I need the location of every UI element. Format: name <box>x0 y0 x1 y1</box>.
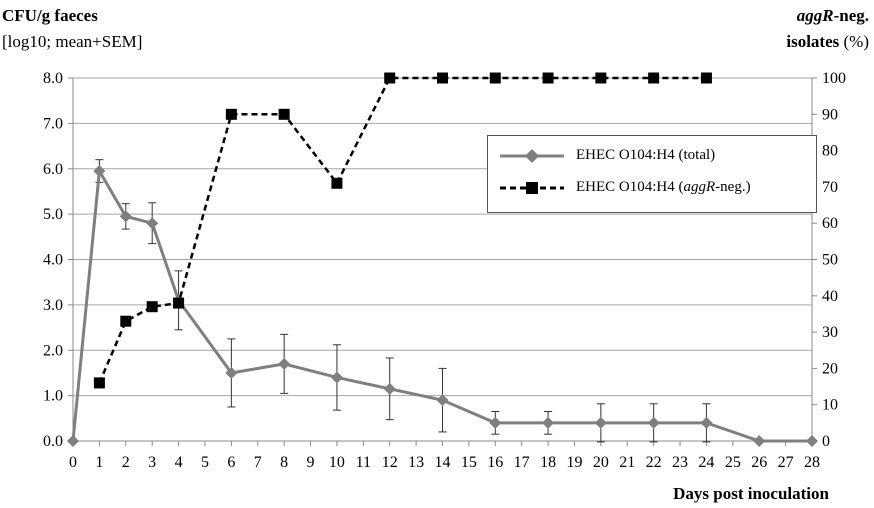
data-point-diamond <box>225 366 238 379</box>
left-y-ticks: 0.0 1.0 2.0 3.0 4.0 5.0 6.0 7.0 8.0 <box>43 70 73 450</box>
x-tick-label: 28 <box>804 454 820 471</box>
right-axis-subtitle: isolates (%) <box>786 32 869 51</box>
data-point-square <box>542 72 554 84</box>
right-y-ticks: 0 10 20 30 40 50 60 70 80 90 100 <box>812 70 846 450</box>
x-tick-label: 22 <box>646 454 662 471</box>
data-point-diamond <box>93 165 106 178</box>
x-tick-label: 11 <box>356 454 371 471</box>
data-point-square <box>120 315 132 327</box>
x-tick-label: 26 <box>751 454 767 471</box>
data-point-square <box>648 72 660 84</box>
left-axis-title: CFU/g faeces <box>2 6 98 25</box>
data-point-diamond <box>278 357 291 370</box>
data-point-diamond <box>330 371 343 384</box>
right-tick-label: 0 <box>822 433 830 450</box>
right-tick-label: 30 <box>822 324 838 341</box>
legend: EHEC O104:H4 (total) EHEC O104:H4 (aggR-… <box>487 135 817 213</box>
data-point-diamond <box>436 394 449 407</box>
data-point-diamond <box>806 435 818 447</box>
data-point-diamond <box>146 217 159 230</box>
legend-item-total: EHEC O104:H4 (total) <box>498 147 715 164</box>
right-tick-label: 80 <box>822 143 838 160</box>
data-point-diamond <box>67 435 79 447</box>
data-point-diamond <box>489 416 502 429</box>
data-point-diamond <box>700 416 713 429</box>
x-tick-label: 7 <box>254 454 262 471</box>
right-tick-label: 20 <box>822 360 838 377</box>
left-tick-label: 5.0 <box>43 206 63 223</box>
right-axis-title: aggR-neg. <box>796 6 869 25</box>
x-tick-label: 21 <box>619 454 635 471</box>
data-point-square <box>437 72 448 84</box>
x-tick-label: 14 <box>435 454 451 471</box>
data-point-square <box>489 72 501 84</box>
x-tick-label: 25 <box>725 454 741 471</box>
data-point-square <box>146 301 158 313</box>
left-tick-label: 4.0 <box>43 252 63 269</box>
right-tick-label: 60 <box>822 215 838 232</box>
legend-swatch-total <box>500 148 564 163</box>
right-tick-label: 100 <box>822 70 846 87</box>
right-tick-label: 50 <box>822 252 838 269</box>
legend-label-aggr: EHEC O104:H4 (aggR-neg.) <box>576 179 751 195</box>
x-tick-label: 12 <box>382 454 398 471</box>
data-point-square <box>278 108 290 120</box>
data-point-diamond <box>594 416 607 429</box>
left-tick-label: 3.0 <box>43 297 63 314</box>
left-tick-label: 8.0 <box>43 70 63 87</box>
data-point-square <box>93 377 105 389</box>
x-tick-label: 0 <box>69 454 77 471</box>
legend-item-aggr: EHEC O104:H4 (aggR-neg.) <box>498 179 751 196</box>
legend-label-total: EHEC O104:H4 (total) <box>576 147 716 163</box>
right-tick-label: 90 <box>822 106 838 123</box>
series-aggr-neg <box>93 72 712 389</box>
data-point-diamond <box>119 210 132 223</box>
data-point-diamond <box>383 382 396 395</box>
data-point-square <box>173 297 185 309</box>
x-tick-label: 17 <box>514 454 530 471</box>
x-ticks: 0 1 2 3 4 5 6 7 8 9 10 11 12 13 14 15 16 17 18 19 20 21 22 23 24… <box>69 441 820 471</box>
legend-swatch-aggr <box>500 181 564 194</box>
right-tick-label: 40 <box>822 288 838 305</box>
left-tick-label: 0.0 <box>43 433 63 450</box>
data-point-diamond <box>647 416 660 429</box>
x-tick-label: 1 <box>95 454 103 471</box>
left-tick-label: 1.0 <box>43 388 63 405</box>
x-tick-label: 13 <box>408 454 424 471</box>
data-point-square <box>700 72 712 84</box>
x-tick-label: 18 <box>540 454 556 471</box>
data-point-square <box>595 72 607 84</box>
x-tick-label: 15 <box>461 454 477 471</box>
x-tick-label: 10 <box>329 454 345 471</box>
x-tick-label: 23 <box>672 454 688 471</box>
data-point-square <box>384 72 396 84</box>
x-tick-label: 5 <box>201 454 209 471</box>
x-tick-label: 2 <box>122 454 130 471</box>
x-axis-title: Days post inoculation <box>673 484 829 503</box>
left-tick-label: 7.0 <box>43 115 63 132</box>
left-tick-label: 6.0 <box>43 161 63 178</box>
x-tick-label: 20 <box>593 454 609 471</box>
right-tick-label: 10 <box>822 397 838 414</box>
right-tick-label: 70 <box>822 179 838 196</box>
x-tick-label: 27 <box>778 454 794 471</box>
data-point-diamond <box>753 435 766 447</box>
x-tick-label: 19 <box>566 454 582 471</box>
left-axis-subtitle: [log10; mean+SEM] <box>2 32 143 51</box>
data-point-square <box>331 177 343 189</box>
left-tick-label: 2.0 <box>43 342 63 359</box>
x-tick-label: 9 <box>307 454 315 471</box>
series-total <box>67 159 818 447</box>
data-point-diamond <box>542 416 555 429</box>
data-point-square <box>225 108 237 120</box>
x-tick-label: 3 <box>148 454 156 471</box>
x-tick-label: 24 <box>698 454 714 471</box>
x-tick-label: 16 <box>487 454 503 471</box>
x-tick-label: 6 <box>227 454 235 471</box>
x-tick-label: 8 <box>280 454 288 471</box>
x-tick-label: 4 <box>175 454 183 471</box>
